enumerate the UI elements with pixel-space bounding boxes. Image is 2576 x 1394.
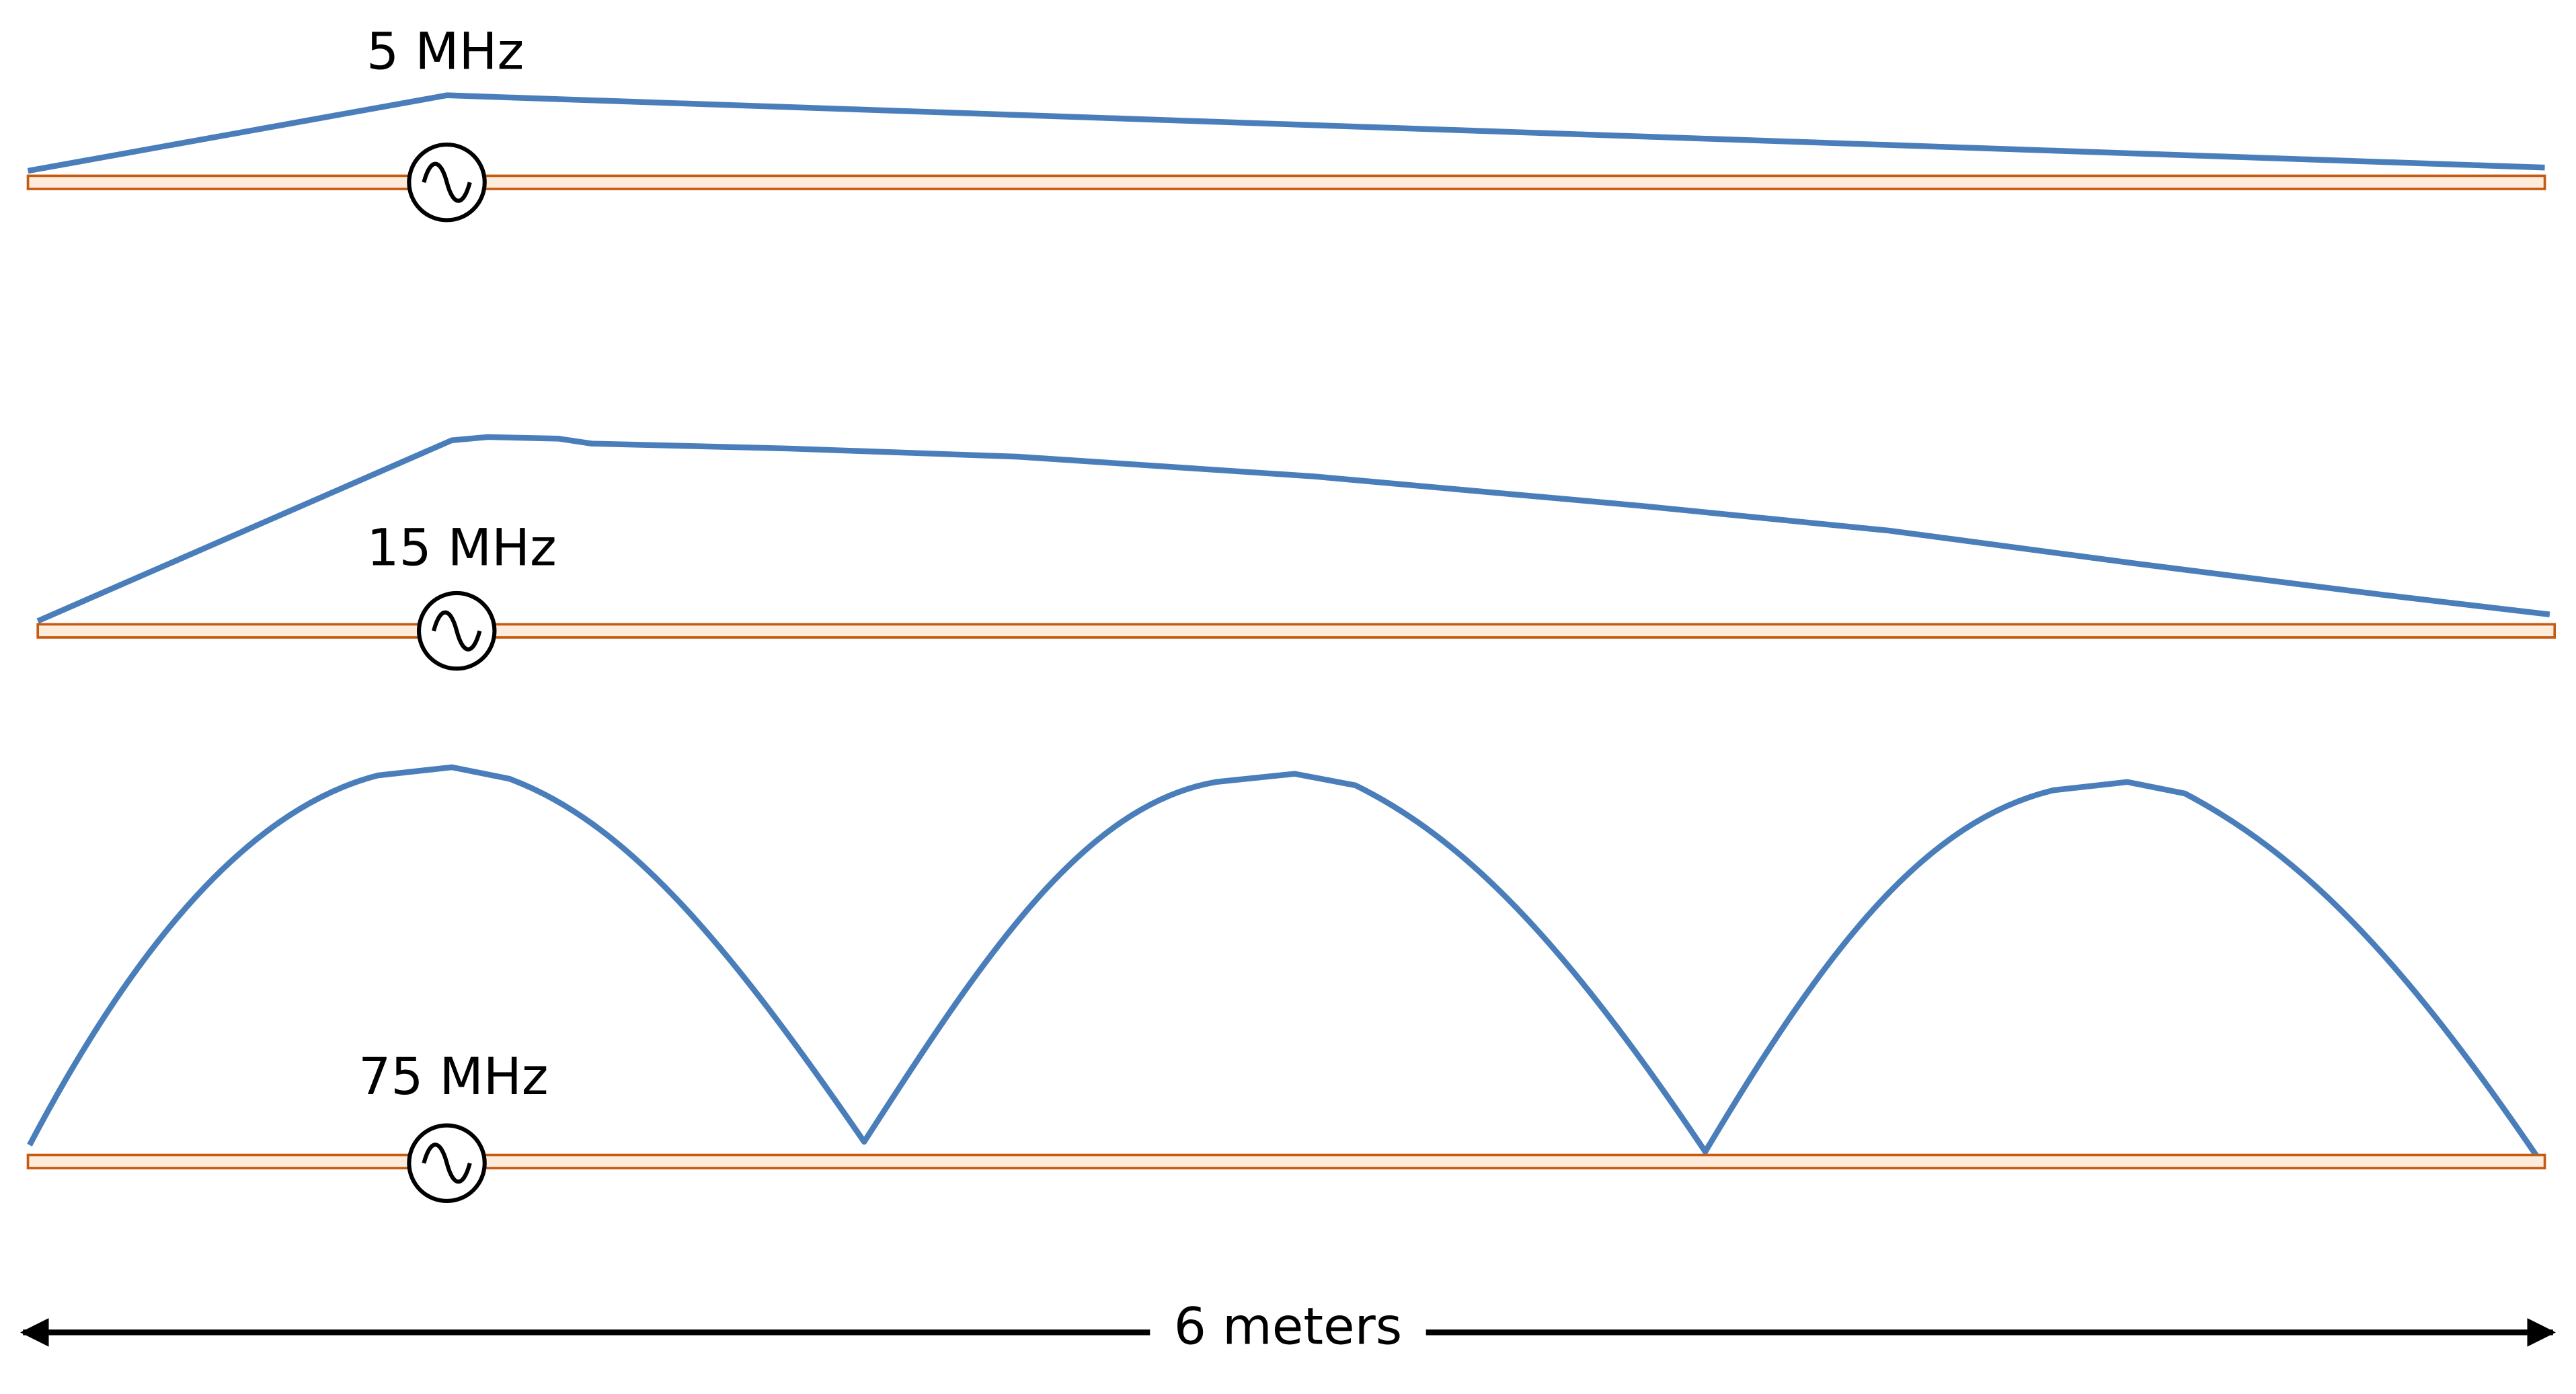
antenna-wire [36, 623, 2557, 639]
panel-5mhz: 5 MHz [26, 22, 2546, 223]
dimension-label: 6 meters [1174, 1296, 1402, 1356]
frequency-label: 15 MHz [366, 518, 556, 577]
panel-75mhz: 75 MHz [26, 764, 2546, 1203]
source-symbol [407, 1123, 487, 1203]
frequency-label: 75 MHz [358, 1047, 548, 1106]
antenna-wire [26, 174, 2546, 190]
frequency-label: 5 MHz [366, 22, 524, 81]
source-symbol [407, 142, 487, 223]
panel-15mhz: 15 MHz [36, 434, 2557, 671]
current-curve [36, 434, 2550, 624]
current-curve [27, 764, 2541, 1160]
dimension: 6 meters [19, 1296, 2557, 1356]
source-symbol [416, 590, 497, 671]
current-curve [27, 92, 2545, 174]
antenna-wire [26, 1153, 2546, 1169]
